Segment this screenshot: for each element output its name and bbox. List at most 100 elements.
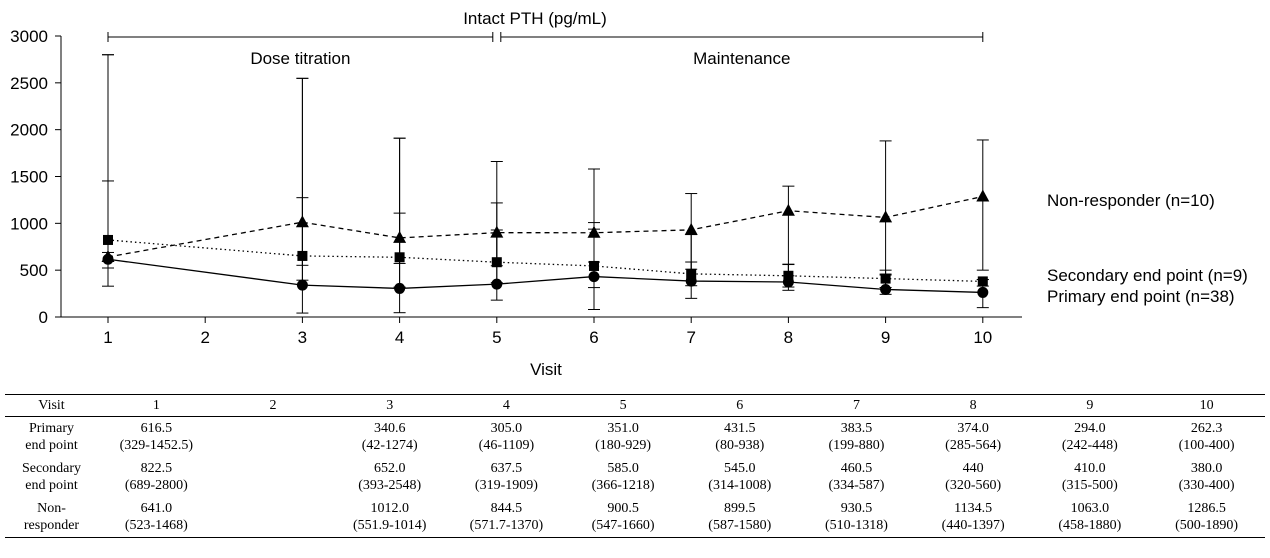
- table-cell: 440 (320-560): [915, 457, 1032, 497]
- circle-marker: [394, 282, 406, 294]
- table-cell: 431.5 (80-938): [681, 417, 798, 458]
- cell-range: (571.7-1370): [469, 518, 544, 533]
- cell-median: 262.3: [1190, 421, 1223, 436]
- table-cell: 930.5 (510-1318): [798, 497, 915, 538]
- table-header-cell: 6: [681, 394, 799, 417]
- chart-title: Intact PTH (pg/mL): [463, 9, 607, 28]
- x-tick-label: 10: [973, 328, 992, 347]
- table-header-row: Visit 1 2 3 4 5 6 7 8 9 10: [5, 394, 1265, 417]
- y-tick-label: 1500: [10, 168, 48, 187]
- square-marker: [589, 260, 599, 271]
- x-tick-label: 2: [200, 328, 209, 347]
- square-series-line: [107, 239, 983, 283]
- circle-marker: [977, 286, 989, 298]
- cell-range: (199-880): [828, 438, 885, 453]
- cell-range: (458-1880): [1058, 518, 1122, 533]
- table-header-cell: 9: [1031, 394, 1149, 417]
- square-marker: [491, 257, 502, 268]
- cell-median: 431.5: [724, 421, 756, 436]
- cell-median: [215, 420, 332, 437]
- cell-range: (314-1008): [708, 478, 772, 493]
- table-cell: 637.5 (319-1909): [448, 457, 565, 497]
- triangle-marker: [587, 225, 601, 238]
- triangle-series-line: [107, 195, 983, 258]
- cell-median: 305.0: [490, 421, 523, 436]
- circle-marker: [296, 279, 308, 291]
- table-cell: 340.6 (42-1274): [331, 417, 448, 458]
- cell-median: 340.6: [373, 421, 406, 436]
- triangle-marker: [490, 225, 504, 238]
- table-cell: 1134.5 (440-1397): [914, 497, 1032, 538]
- table-cell: 900.5 (547-1660): [564, 497, 682, 538]
- cell-range: (330-400): [1178, 478, 1235, 493]
- cell-range: (547-1660): [591, 518, 655, 533]
- row-label-line: Non-: [37, 501, 66, 516]
- table-header-cell: 4: [448, 394, 565, 417]
- y-tick-label: 2000: [10, 121, 48, 140]
- triangle-marker: [879, 210, 893, 223]
- cell-range: (320-560): [945, 478, 1002, 493]
- y-tick-label: 1000: [10, 214, 48, 233]
- y-tick-label: 500: [20, 261, 48, 280]
- table-cell: 262.3 (100-400): [1148, 417, 1265, 458]
- cell-median: 1286.5: [1187, 501, 1226, 516]
- cell-median: 1134.5: [954, 501, 993, 516]
- y-tick-label: 2500: [10, 74, 48, 93]
- cell-median: 1063.0: [1070, 501, 1110, 516]
- table-cell: 1063.0 (458-1880): [1031, 497, 1149, 538]
- table-row: Primary end point 616.5 (329-1452.5) 340.6 (…: [5, 417, 1265, 458]
- triangle-marker: [781, 203, 795, 216]
- cell-median: [215, 500, 332, 517]
- table-header-cell: 7: [798, 394, 915, 417]
- cell-range: (329-1452.5): [119, 438, 194, 453]
- table-cell: 641.0 (523-1468): [98, 497, 215, 538]
- table-cell: 652.0 (393-2548): [331, 457, 448, 497]
- cell-range: (523-1468): [124, 518, 188, 533]
- cell-range: (393-2548): [358, 478, 422, 493]
- row-label-line: Primary: [28, 421, 75, 436]
- table-header-cell: 1: [98, 394, 215, 417]
- x-tick-label: 5: [492, 328, 501, 347]
- triangle-marker: [684, 222, 698, 235]
- cell-range: (315-500): [1061, 478, 1118, 493]
- square-marker: [394, 252, 405, 263]
- table-cell: [215, 457, 332, 497]
- cell-range: (334-587): [828, 478, 885, 493]
- table-cell: 585.0 (366-1218): [565, 457, 682, 497]
- cell-range: [215, 437, 332, 454]
- table-cell: 383.5 (199-880): [798, 417, 915, 458]
- x-tick-label: 1: [103, 328, 112, 347]
- y-tick-label: 0: [39, 308, 48, 327]
- circle-marker: [588, 271, 600, 283]
- cell-median: 383.5: [840, 421, 873, 436]
- cell-range: (689-2800): [124, 478, 188, 493]
- square-marker: [977, 276, 988, 287]
- row-label-line: Secondary: [21, 461, 82, 476]
- cell-range: (100-400): [1178, 438, 1235, 453]
- circle-marker: [782, 276, 794, 288]
- cell-range: (80-938): [715, 438, 765, 453]
- cell-median: 294.0: [1074, 421, 1106, 436]
- table-cell: 616.5 (329-1452.5): [98, 417, 215, 458]
- cell-range: (242-448): [1061, 438, 1118, 453]
- series-label: Secondary end point (n=9): [1047, 266, 1248, 285]
- cell-median: [215, 460, 332, 477]
- table-cell: 460.5 (334-587): [798, 457, 915, 497]
- cell-median: 585.0: [607, 461, 639, 476]
- table-cell: 545.0 (314-1008): [681, 457, 798, 497]
- table-cell: 410.0 (315-500): [1032, 457, 1149, 497]
- circle-marker: [102, 253, 114, 265]
- table-row: Non-responder 641.0 (523-1468) 1012.0 (551.…: [5, 497, 1265, 538]
- table-header-visit: Visit: [5, 394, 98, 417]
- cell-range: (500-1890): [1175, 518, 1239, 533]
- x-tick-label: 8: [784, 328, 793, 347]
- table-cell: 899.5 (587-1580): [681, 497, 799, 538]
- row-label-line: responder: [23, 518, 80, 533]
- table-header-cell: 3: [331, 394, 449, 417]
- series-label: Non-responder (n=10): [1047, 191, 1215, 210]
- table-cell: 1286.5 (500-1890): [1148, 497, 1265, 538]
- table-row-label: Non-responder: [5, 497, 98, 538]
- y-tick-label: 3000: [10, 27, 48, 46]
- cell-median: 652.0: [373, 461, 406, 476]
- x-tick-label: 9: [881, 328, 890, 347]
